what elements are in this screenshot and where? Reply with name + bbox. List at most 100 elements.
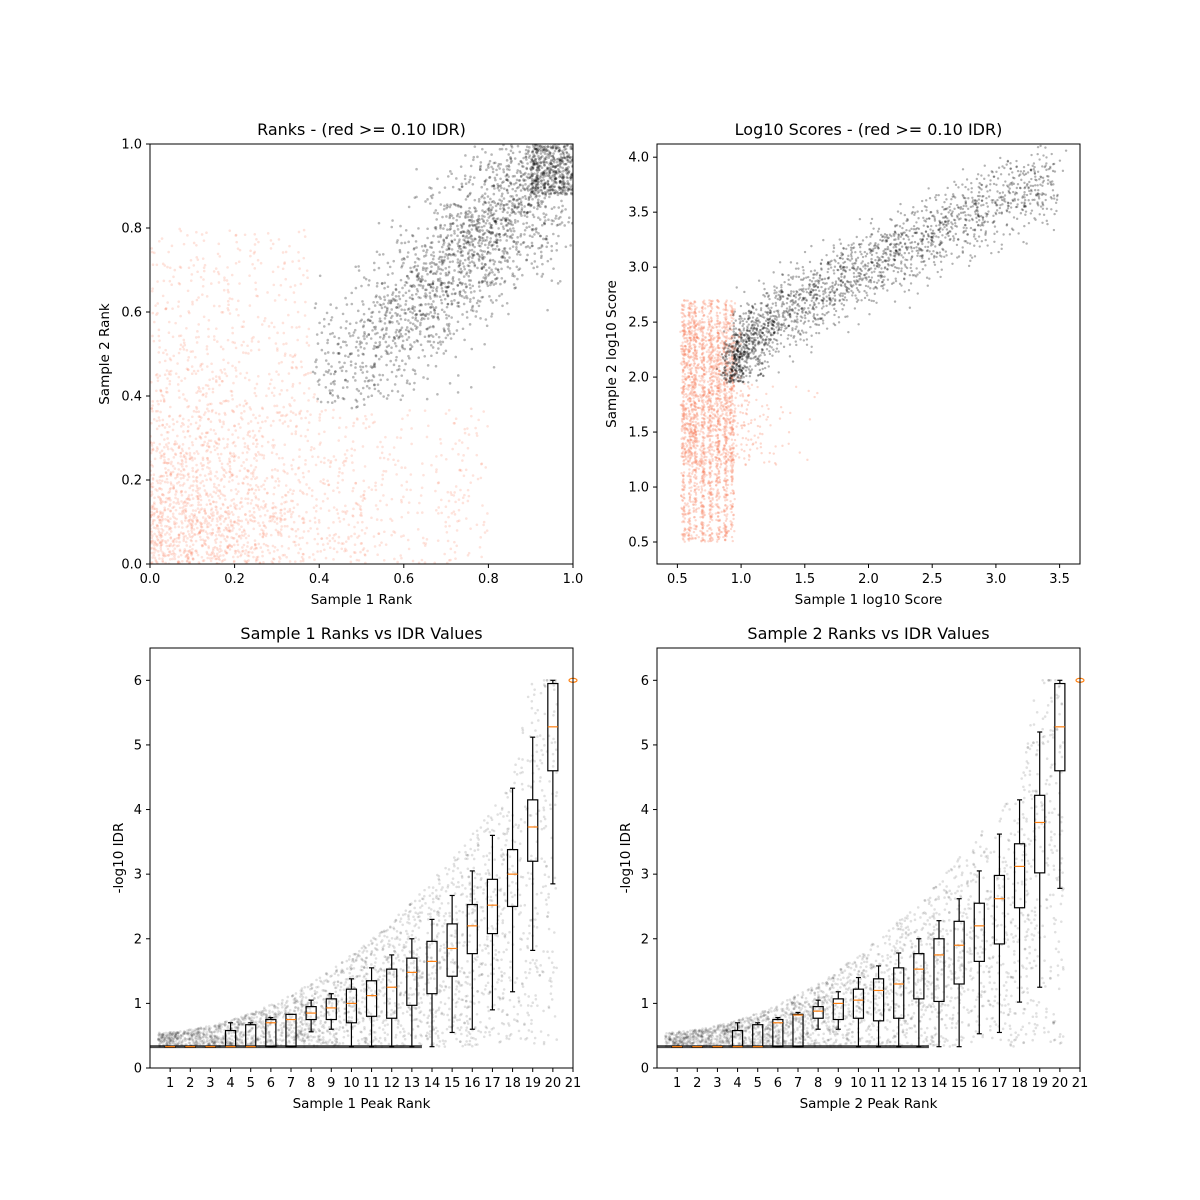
fail-point xyxy=(157,351,161,354)
pass-point xyxy=(556,163,560,167)
fail-point xyxy=(156,543,159,546)
pass-point xyxy=(349,334,352,338)
fail-point xyxy=(242,325,245,328)
fail-point xyxy=(201,386,205,390)
pass-point xyxy=(415,339,419,342)
fail-point xyxy=(219,452,223,456)
pass-point xyxy=(450,316,453,319)
pass-point xyxy=(378,317,382,320)
pass-point xyxy=(543,152,547,155)
fail-point xyxy=(195,518,198,522)
fail-point xyxy=(156,311,159,315)
fail-point xyxy=(219,507,223,510)
fail-point xyxy=(459,488,462,492)
pass-point xyxy=(494,209,498,213)
fail-point xyxy=(195,470,198,473)
pass-point xyxy=(498,198,501,202)
fail-point xyxy=(253,457,256,460)
pass-point xyxy=(485,268,488,272)
pass-point xyxy=(511,195,514,198)
fail-point xyxy=(281,495,284,499)
fail-point xyxy=(157,334,161,338)
fail-point xyxy=(182,551,186,555)
fail-point xyxy=(244,560,248,564)
pass-point xyxy=(526,162,529,165)
pass-point xyxy=(366,318,370,322)
fail-point xyxy=(328,539,332,543)
pass-point xyxy=(550,279,554,282)
fail-point xyxy=(251,487,254,491)
fail-point xyxy=(175,481,179,485)
fail-point xyxy=(204,511,207,515)
fail-point xyxy=(186,289,190,293)
pass-point xyxy=(434,306,438,309)
pass-point xyxy=(451,221,455,225)
pass-point xyxy=(468,223,472,227)
fail-point xyxy=(390,533,393,537)
pass-point xyxy=(409,343,412,347)
pass-point xyxy=(520,207,524,210)
pass-point xyxy=(425,248,429,252)
fail-point xyxy=(344,504,347,508)
pass-point xyxy=(426,283,430,287)
fail-point xyxy=(374,488,378,492)
pass-point xyxy=(362,398,366,401)
fail-point xyxy=(475,523,479,527)
pass-point xyxy=(553,166,557,169)
fail-point xyxy=(177,533,181,536)
fail-point xyxy=(452,494,456,497)
fail-point xyxy=(230,454,233,458)
pass-point xyxy=(495,232,499,236)
fail-point xyxy=(423,561,427,564)
fail-point xyxy=(179,469,183,473)
fail-point xyxy=(208,557,212,560)
pass-point xyxy=(424,314,428,318)
pass-point xyxy=(531,155,535,159)
pass-point xyxy=(398,248,402,252)
pass-point xyxy=(450,214,454,217)
fail-point xyxy=(215,441,218,445)
fail-point xyxy=(271,517,275,521)
fail-point xyxy=(186,497,189,501)
fail-point xyxy=(191,521,195,524)
pass-point xyxy=(504,178,508,182)
pass-point xyxy=(430,314,434,318)
fail-point xyxy=(328,465,332,469)
fail-point xyxy=(210,282,213,285)
fail-point xyxy=(196,491,200,495)
x-tick-label: 1.0 xyxy=(563,572,584,587)
pass-point xyxy=(463,338,466,342)
fail-point xyxy=(238,403,242,407)
pass-point xyxy=(526,186,529,189)
pass-point xyxy=(559,190,563,194)
pass-point xyxy=(491,258,495,262)
pass-point xyxy=(555,224,559,227)
fail-point xyxy=(252,520,255,523)
fail-point xyxy=(278,418,282,422)
fail-point xyxy=(223,469,226,472)
pass-point xyxy=(463,177,467,181)
fail-point xyxy=(161,493,164,496)
fail-point xyxy=(284,517,287,521)
fail-point xyxy=(336,512,340,515)
fail-point xyxy=(165,461,169,465)
fail-point xyxy=(305,341,309,345)
fail-point xyxy=(151,522,155,526)
fail-point xyxy=(338,416,342,420)
fail-point xyxy=(225,527,228,530)
fail-point xyxy=(210,552,214,555)
fail-point xyxy=(159,536,162,539)
fail-point xyxy=(228,548,232,551)
pass-point xyxy=(463,296,466,300)
pass-point xyxy=(498,294,501,298)
pass-point xyxy=(570,191,573,195)
pass-point xyxy=(328,389,332,392)
fail-point xyxy=(185,348,189,352)
fail-point xyxy=(395,436,399,439)
fail-point xyxy=(240,325,244,329)
fail-point xyxy=(300,365,304,369)
fail-point xyxy=(262,454,266,457)
fail-point xyxy=(165,423,169,426)
pass-point xyxy=(500,194,504,198)
fail-point xyxy=(236,436,240,439)
